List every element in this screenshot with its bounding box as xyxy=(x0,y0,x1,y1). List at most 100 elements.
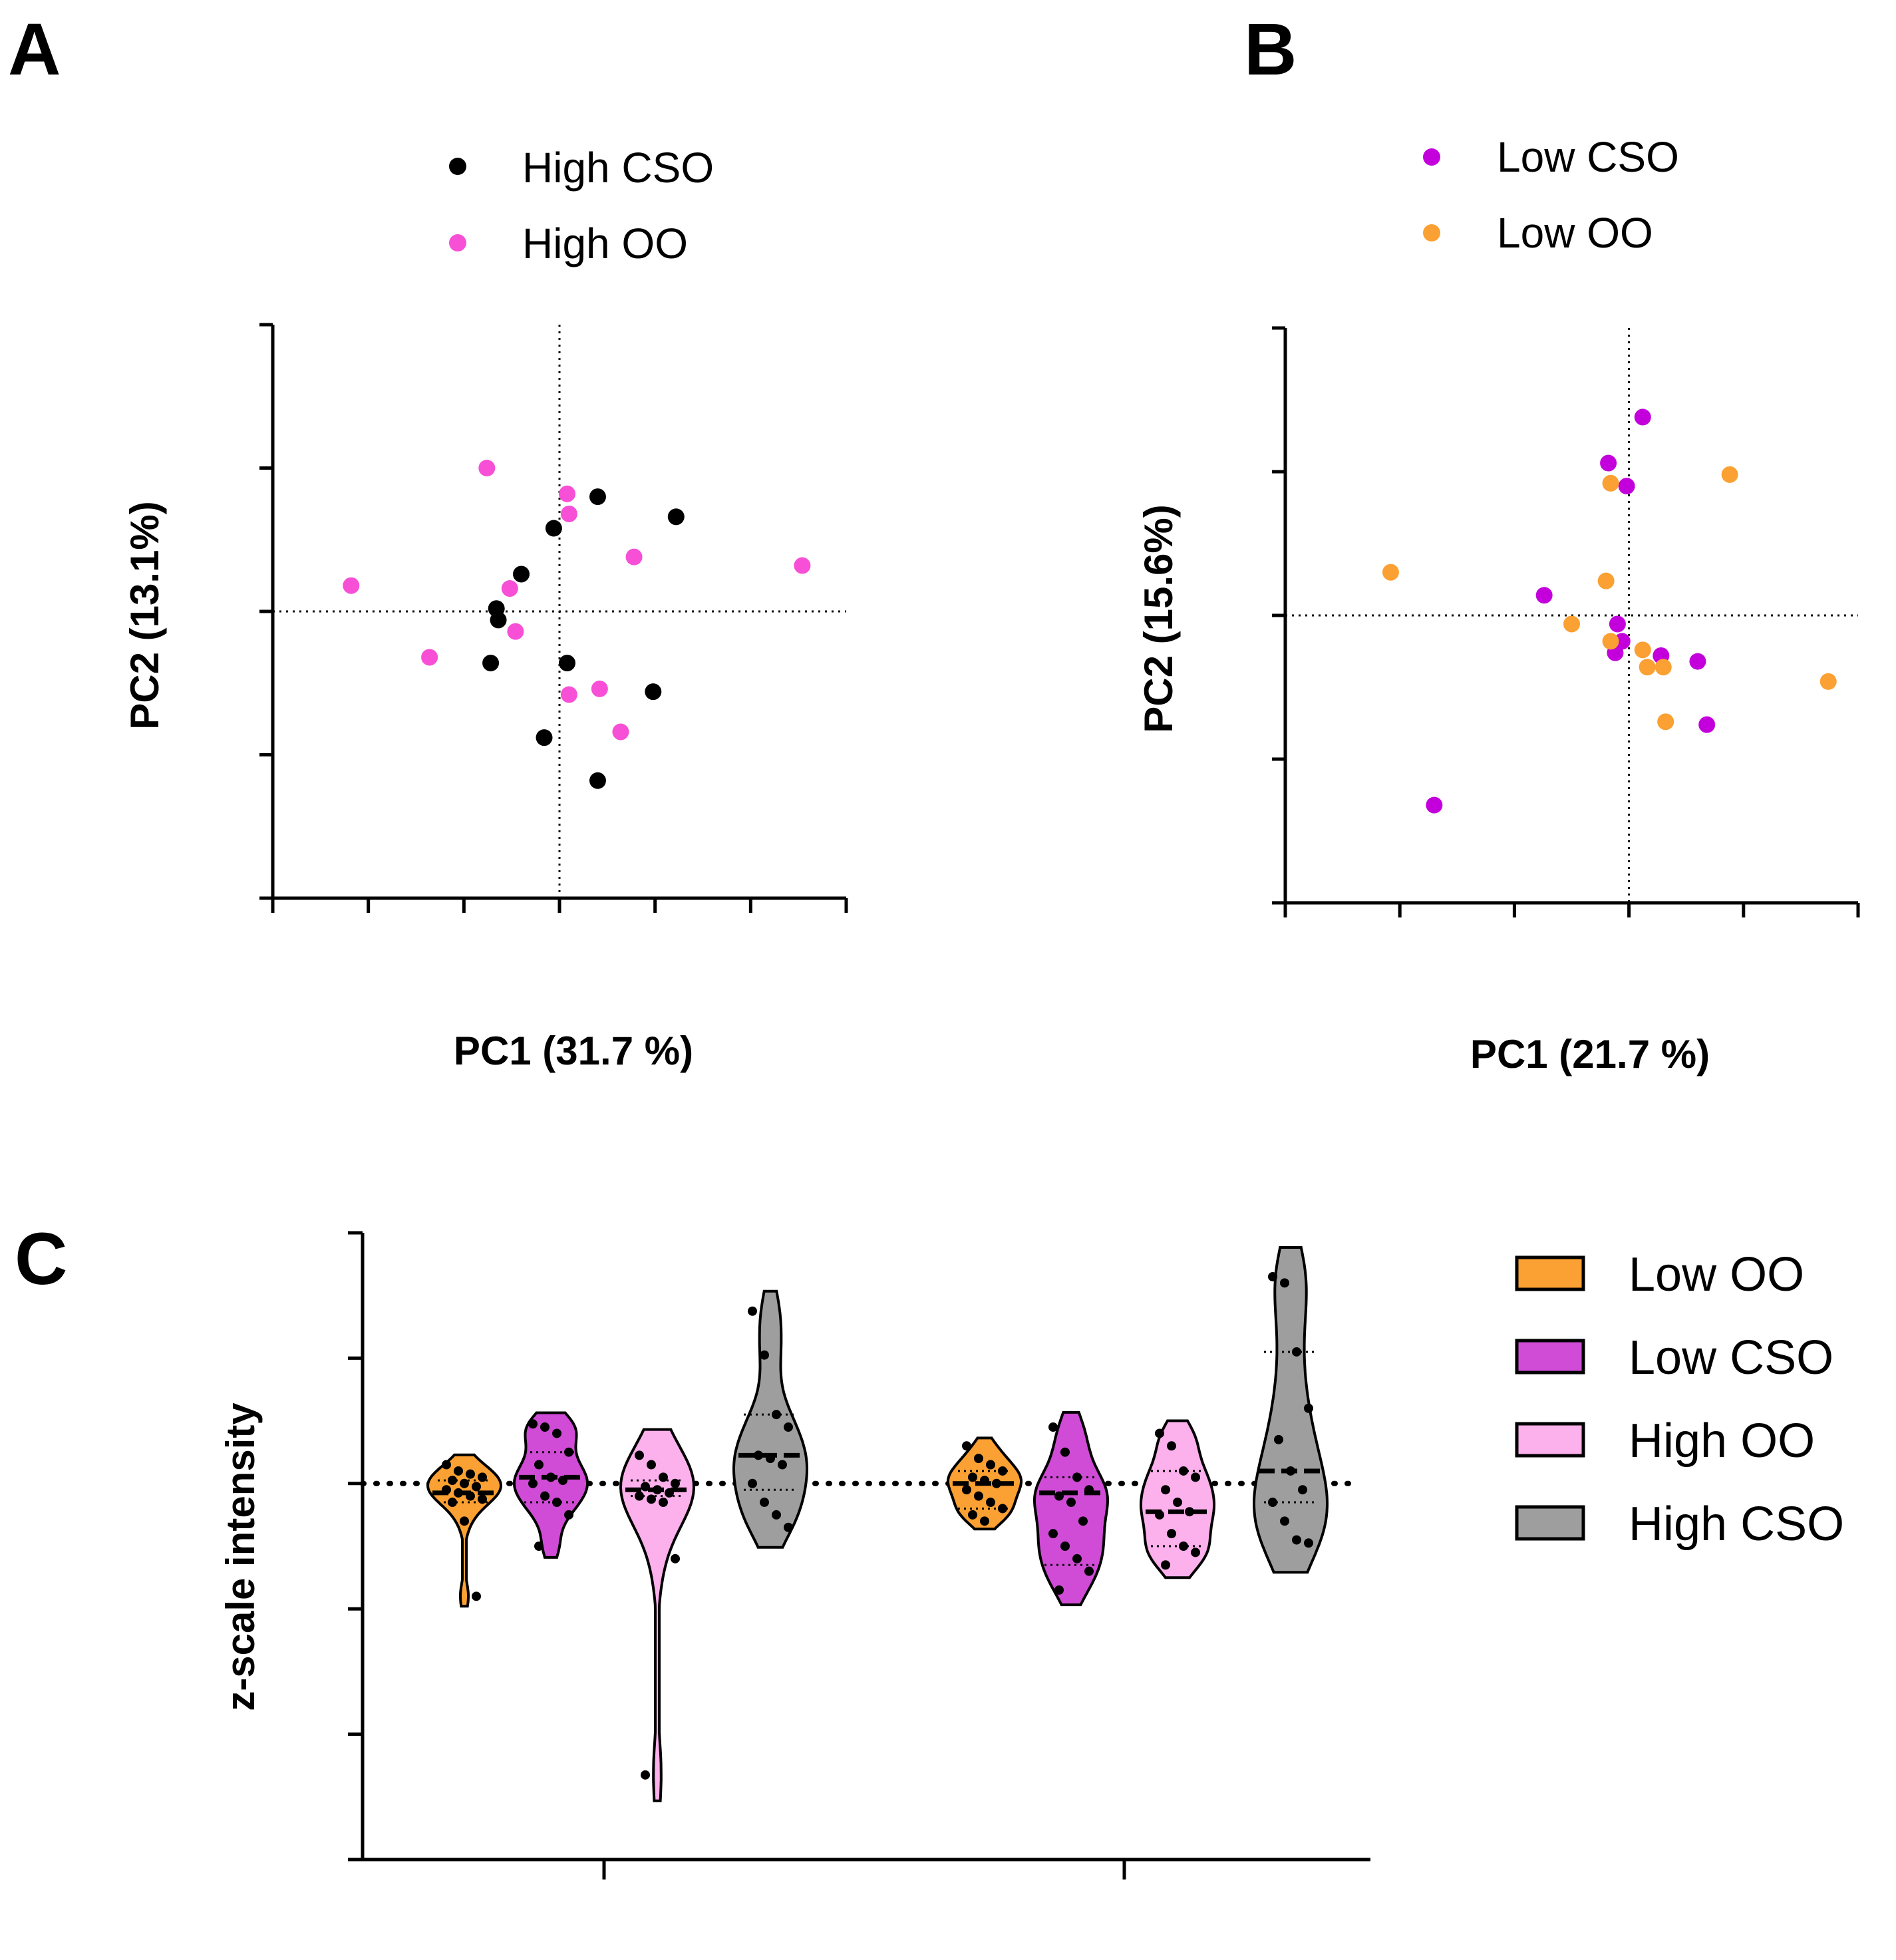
violin-point-high-oo xyxy=(1173,1498,1182,1508)
violin-point-high-cso xyxy=(760,1498,769,1508)
violin-low-cso xyxy=(512,1411,589,1559)
violin-point-high-oo xyxy=(665,1488,674,1498)
violin-point-high-oo xyxy=(659,1472,668,1482)
a-point-high-oo xyxy=(612,723,629,740)
a-point-high-oo xyxy=(343,577,360,594)
violin-point-low-oo xyxy=(974,1454,983,1464)
b-point-low-cso xyxy=(1535,587,1553,604)
violin-point-high-cso xyxy=(748,1306,757,1316)
violin-point-high-cso xyxy=(1298,1485,1307,1495)
a-point-high-oo xyxy=(591,680,608,697)
a-point-high-oo xyxy=(560,686,577,703)
violin-point-high-cso xyxy=(748,1478,757,1488)
b-point-low-oo xyxy=(1639,659,1656,676)
violin-point-low-oo xyxy=(980,1516,989,1526)
b-point-low-cso xyxy=(1698,716,1716,733)
violin-point-low-oo xyxy=(454,1488,463,1498)
violin-point-low-cso xyxy=(540,1422,550,1432)
panel-a-letter: A xyxy=(8,9,61,90)
violin-point-low-cso xyxy=(1072,1553,1082,1563)
violin-point-low-cso xyxy=(1084,1566,1094,1576)
b-point-low-oo xyxy=(1602,474,1619,492)
legend-marker-high-oo xyxy=(449,234,466,251)
violin-point-high-oo xyxy=(671,1478,680,1488)
violin-point-high-cso xyxy=(1280,1516,1289,1526)
a-point-high-oo xyxy=(794,557,811,574)
b-point-low-cso xyxy=(1609,615,1626,633)
violin-point-high-oo xyxy=(1161,1560,1170,1570)
violin-point-low-oo xyxy=(962,1485,971,1495)
violin-point-low-oo xyxy=(986,1498,995,1508)
b-point-low-oo xyxy=(1657,713,1674,731)
violin-point-high-cso xyxy=(766,1454,775,1464)
b-point-low-oo xyxy=(1819,673,1837,690)
violin-high-oo xyxy=(619,1428,696,1802)
a-point-high-cso xyxy=(513,566,530,583)
legend-marker-low-cso xyxy=(1423,148,1440,166)
legend-label-low-oo-c: Low OO xyxy=(1629,1248,1804,1301)
legend-swatch-high-oo xyxy=(1515,1422,1585,1458)
a-point-high-cso xyxy=(536,729,553,746)
violin-point-low-oo xyxy=(478,1472,487,1482)
violin-point-high-oo xyxy=(647,1460,656,1470)
legend-label-high-cso-c: High CSO xyxy=(1629,1498,1844,1551)
violin-point-high-oo xyxy=(1155,1510,1164,1520)
b-point-low-oo xyxy=(1597,572,1615,589)
violin-point-high-oo xyxy=(1179,1542,1188,1551)
b-point-low-oo xyxy=(1602,633,1619,650)
panel-c-legend: Low OO Low CSO High OO High CSO xyxy=(1515,1248,1844,1551)
violin-point-high-oo xyxy=(1191,1548,1200,1557)
violin-point-low-cso xyxy=(546,1472,555,1482)
violin-point-low-cso xyxy=(1054,1491,1064,1501)
b-point-low-oo xyxy=(1721,466,1738,483)
violin-point-low-oo xyxy=(460,1516,469,1526)
panel-b-y-axis-label: PC2 (15.6%) xyxy=(1136,504,1181,733)
panel-b-legend: Low CSO Low OO xyxy=(1423,133,1679,257)
panel-b-x-axis-label: PC1 (21.7 %) xyxy=(1470,1032,1710,1076)
violin-point-low-oo xyxy=(998,1504,1007,1514)
panel-b-axes xyxy=(1272,326,1860,917)
a-point-high-oo xyxy=(625,548,643,566)
b-point-low-oo xyxy=(1634,641,1651,659)
violin-point-high-cso xyxy=(1268,1498,1277,1508)
violin-point-high-cso xyxy=(760,1350,769,1360)
violin-point-high-oo xyxy=(659,1498,668,1508)
a-point-high-cso xyxy=(558,655,575,672)
a-point-high-cso xyxy=(545,520,562,537)
violin-point-high-cso xyxy=(784,1422,793,1432)
violin-point-low-cso xyxy=(564,1510,573,1520)
b-point-low-cso xyxy=(1634,408,1651,426)
a-point-high-oo xyxy=(558,485,575,502)
violin-point-high-oo xyxy=(653,1485,662,1495)
violin-point-high-oo xyxy=(671,1553,680,1563)
violin-point-high-oo xyxy=(1191,1472,1200,1482)
legend-label-low-oo: Low OO xyxy=(1497,209,1653,257)
violin-low-oo xyxy=(426,1453,503,1608)
violin-point-high-oo xyxy=(635,1491,644,1501)
violin-point-low-oo xyxy=(472,1591,481,1601)
panel-a-points xyxy=(343,460,811,789)
a-point-high-oo xyxy=(507,623,524,640)
violin-point-low-cso xyxy=(540,1491,550,1501)
b-point-low-cso xyxy=(1689,653,1706,670)
violin-point-high-oo xyxy=(641,1482,650,1492)
legend-label-high-oo-c: High OO xyxy=(1629,1414,1815,1468)
panel-a-x-axis-label: PC1 (31.7 %) xyxy=(454,1029,693,1073)
violin-point-low-cso xyxy=(534,1542,544,1551)
a-point-high-cso xyxy=(589,488,606,506)
a-point-high-oo xyxy=(501,580,518,597)
violin-point-low-oo xyxy=(472,1482,481,1492)
violin-point-high-cso xyxy=(754,1450,763,1460)
violin-point-low-cso xyxy=(1072,1472,1082,1482)
violin-point-low-cso xyxy=(552,1498,561,1508)
a-point-high-cso xyxy=(645,683,662,701)
violin-point-high-cso xyxy=(1274,1434,1283,1444)
a-point-high-cso xyxy=(667,508,685,526)
panel-c-chart: z-scale intensity Low OO Low CSO High OO… xyxy=(218,1231,1844,1879)
panel-b-chart: Low CSO Low OO PC2 (15.6%) PC1 (21.7 %) xyxy=(1136,133,1860,1076)
violin-point-high-cso xyxy=(778,1460,787,1470)
legend-swatch-low-cso xyxy=(1515,1339,1585,1375)
panel-a-axes xyxy=(259,323,848,913)
a-point-high-cso xyxy=(482,655,500,672)
panel-b-letter: B xyxy=(1244,9,1297,90)
